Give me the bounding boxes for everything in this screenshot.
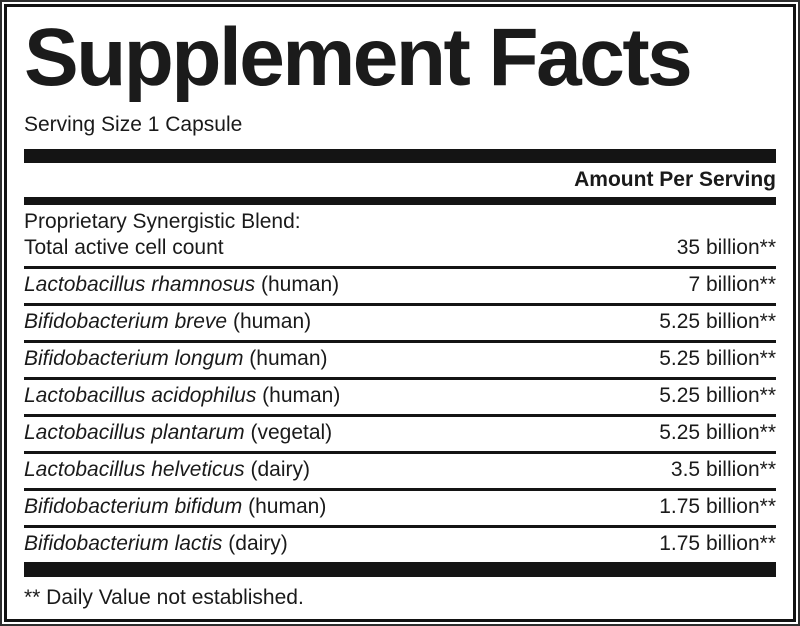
blend-total-row: Total active cell count 35 billion**: [24, 235, 776, 266]
species-name: Lactobacillus helveticus: [24, 458, 245, 481]
species-name: Lactobacillus plantarum: [24, 421, 245, 444]
blend-item-name: Total active cell count: [24, 236, 224, 259]
ingredient-name: Bifidobacterium bifidum (human): [24, 494, 326, 520]
ingredient-row: Lactobacillus rhamnosus (human) 7 billio…: [24, 266, 776, 303]
ingredient-name: Bifidobacterium breve (human): [24, 309, 311, 335]
serving-size: Serving Size 1 Capsule: [24, 113, 243, 136]
species-name: Lactobacillus rhamnosus: [24, 273, 256, 296]
divider-bar-header: [24, 197, 776, 205]
blend-amount: 35 billion**: [676, 236, 776, 259]
ingredient-row: Bifidobacterium lactis (dairy) 1.75 bill…: [24, 525, 776, 562]
ingredient-amount: 7 billion**: [688, 273, 776, 296]
ingredient-row: Lactobacillus acidophilus (human) 5.25 b…: [24, 377, 776, 414]
blend-heading: Proprietary Synergistic Blend:: [24, 210, 301, 233]
label-title: Supplement Facts: [24, 12, 693, 103]
ingredient-amount: 1.75 billion**: [659, 532, 776, 555]
source-qualifier: (human): [248, 495, 327, 518]
ingredient-row: Lactobacillus helveticus (dairy) 3.5 bil…: [24, 451, 776, 488]
species-name: Bifidobacterium bifidum: [24, 495, 243, 518]
daily-value-footnote: ** Daily Value not established.: [24, 586, 304, 609]
ingredient-name: Bifidobacterium longum (human): [24, 346, 328, 372]
source-qualifier: (dairy): [228, 532, 288, 555]
species-name: Lactobacillus acidophilus: [24, 384, 257, 407]
blend-group: Proprietary Synergistic Blend: Total act…: [24, 205, 776, 266]
ingredient-row: Bifidobacterium breve (human) 5.25 billi…: [24, 303, 776, 340]
source-qualifier: (human): [262, 384, 341, 407]
source-qualifier: (human): [249, 347, 328, 370]
ingredient-name: Bifidobacterium lactis (dairy): [24, 531, 288, 557]
amount-per-serving-header: Amount Per Serving: [574, 168, 776, 191]
ingredient-amount: 1.75 billion**: [659, 495, 776, 518]
source-qualifier: (human): [260, 273, 340, 296]
source-qualifier: (human): [232, 310, 312, 333]
species-name: Bifidobacterium longum: [24, 347, 244, 370]
ingredient-name: Lactobacillus plantarum (vegetal): [24, 420, 332, 446]
ingredient-amount: 5.25 billion**: [659, 421, 776, 444]
ingredient-row: Bifidobacterium bifidum (human) 1.75 bil…: [24, 488, 776, 525]
source-qualifier: (dairy): [250, 458, 310, 481]
divider-bar-bottom: [24, 562, 776, 577]
species-name: Bifidobacterium lactis: [24, 532, 223, 555]
ingredient-amount: 5.25 billion**: [659, 347, 776, 370]
ingredient-name: Lactobacillus helveticus (dairy): [24, 457, 310, 483]
label-panel: Supplement Facts Serving Size 1 Capsule …: [4, 4, 796, 622]
ingredient-row: Bifidobacterium longum (human) 5.25 bill…: [24, 340, 776, 377]
species-name: Bifidobacterium breve: [24, 310, 228, 333]
ingredient-row: Lactobacillus plantarum (vegetal) 5.25 b…: [24, 414, 776, 451]
ingredient-amount: 5.25 billion**: [659, 384, 776, 407]
ingredient-amount: 3.5 billion**: [670, 458, 776, 481]
divider-bar-top: [24, 149, 776, 163]
ingredient-amount: 5.25 billion**: [659, 310, 776, 333]
source-qualifier: (vegetal): [250, 421, 333, 444]
ingredient-name: Lactobacillus acidophilus (human): [24, 383, 340, 409]
ingredient-name: Lactobacillus rhamnosus (human): [24, 272, 339, 298]
